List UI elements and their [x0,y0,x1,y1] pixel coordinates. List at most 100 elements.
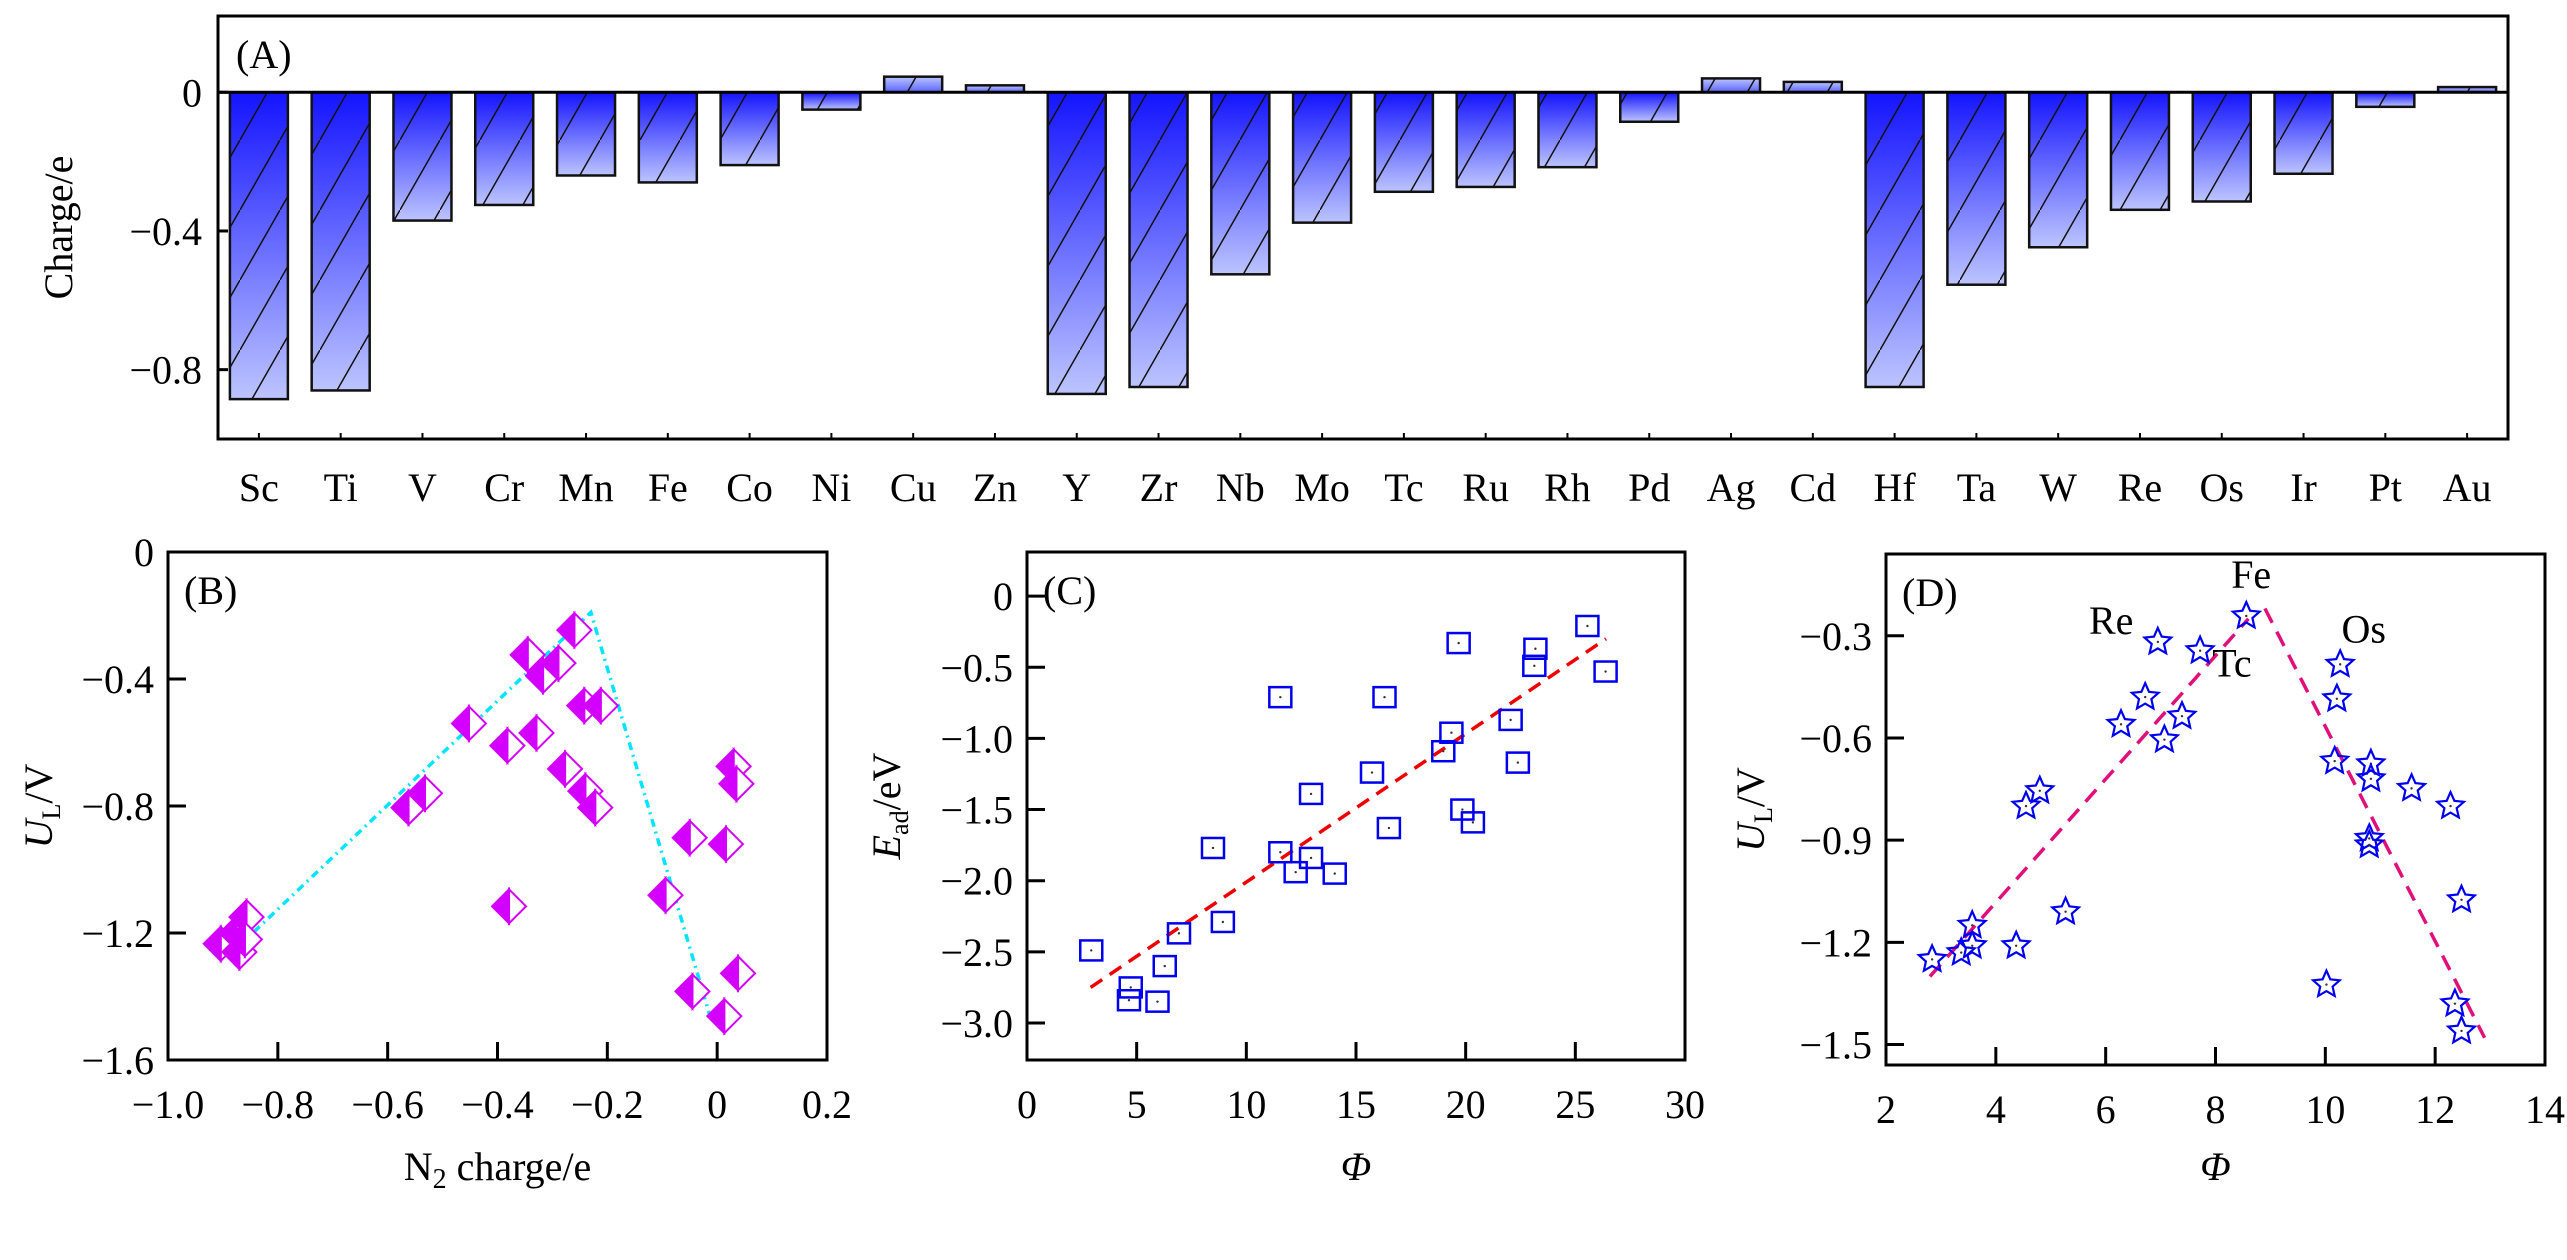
square-marker [1200,836,1226,860]
data-point-star [2438,986,2471,1018]
data-point-square [1372,685,1397,709]
fit-line [2263,607,2487,1039]
x-tick-label: 10 [2305,1087,2345,1132]
bar-hatch [1783,81,1842,93]
bar-hatch [475,92,534,205]
bar-hatch [1620,92,1679,122]
marker-dot [1533,664,1536,668]
plot-frame [1025,550,1687,1062]
bar-hatch [557,92,616,176]
data-point-square [1593,660,1618,683]
x-tick-label: Mn [558,465,614,510]
y-label-main: E [864,835,909,860]
bar-hatch [638,92,697,183]
y-label-main: U [16,816,61,848]
panel-c-ead-vs-phi-scatter: (C) 0 5 10 15 20 25 30 0 −0.5 −1.0 −1.5 −2.0 −2.5 −3.0… [864,550,1705,1189]
bar-hatch [884,76,943,93]
square-marker [1523,637,1548,661]
data-point-star [2318,744,2351,775]
marker-dot [2335,697,2339,700]
x-tick-label: Hf [1873,465,1916,510]
marker-dot [1471,821,1475,824]
diamond-left-half [717,764,738,804]
x-tick-label: 20 [1446,1082,1486,1127]
diamond-left-half [524,656,545,696]
star-marker [2129,680,2162,711]
star-marker [2445,1014,2478,1045]
square-marker [1166,922,1192,945]
diamond-left-half [566,771,587,811]
marker-dot [1309,792,1313,796]
star-marker [2438,986,2471,1018]
y-label-main: U [1728,820,1773,852]
y-label-tail: /V [16,763,61,803]
y-tick-label: 0 [182,70,202,115]
marker-dot [2119,723,2123,726]
data-point-diamond [406,773,444,813]
star-marker [2230,599,2263,630]
bar-hatch [1211,92,1270,275]
x-tick-label: 6 [2096,1087,2116,1132]
data-point-square [1498,708,1523,732]
y-label-sub: L [1749,807,1778,823]
y-tick-label: 0 [134,530,154,575]
data-point-square [1460,811,1486,834]
marker-dot [1129,986,1132,989]
diamond-left-half [390,788,410,828]
diamond-right-half [508,886,528,926]
x-tick-label: Re [2118,465,2162,510]
star-marker [1916,942,1948,973]
data-point-star [2184,633,2216,665]
marker-dot [1294,870,1297,874]
marker-dot [1442,750,1445,753]
marker-dot [1604,670,1607,673]
y-tick-label: −0.8 [129,348,202,393]
y-label-tail: /eV [864,753,909,811]
marker-dot [2410,787,2413,790]
x-label-sub: 2 [433,1164,447,1195]
data-point-diamond [705,996,743,1036]
marker-dot [2325,983,2328,986]
bar-hatch [1456,92,1515,187]
x-tick-label: 0 [1017,1082,1037,1127]
bar-hatch [2356,92,2415,107]
y-tick-label: −0.8 [81,784,154,829]
data-point-diamond [674,972,711,1011]
marker-dot [1930,958,1934,961]
bar-hatch [1538,92,1597,168]
marker-dot [1279,695,1282,699]
square-marker [1505,751,1531,774]
data-point-diamond [546,749,584,789]
data-point-square [1376,816,1402,840]
bar-hatch [1947,92,2006,285]
data-point-square [1268,840,1293,864]
star-marker [2023,774,2056,805]
marker-dot [1333,872,1336,875]
diamond-left-half [647,875,667,915]
marker-dot [1163,964,1166,968]
data-point-star [2354,762,2387,793]
data-point-square [1439,721,1464,744]
star-marker [2445,883,2478,914]
diamond-right-half [594,788,614,828]
x-tick-label: 12 [2415,1087,2455,1132]
marker-dot [2338,663,2342,666]
data-point-square [1575,614,1600,638]
square-marker [1446,631,1471,655]
marker-dot [1370,771,1374,774]
star-marker [2321,682,2353,713]
data-point-square [1116,988,1142,1012]
diamond-left-half [674,972,694,1011]
data-point-square [1200,836,1226,860]
marker-dot [2368,843,2371,847]
data-point-square [1166,922,1192,945]
diamond-left-half [490,886,511,926]
data-point-star [1945,935,1978,967]
data-point-star [2445,1014,2478,1045]
diamond-right-half [737,953,757,993]
marker-dot [2014,944,2018,947]
marker-dot [2180,714,2184,718]
diamond-left-half [226,919,246,959]
x-axis-label: Φ [1341,1144,1371,1189]
